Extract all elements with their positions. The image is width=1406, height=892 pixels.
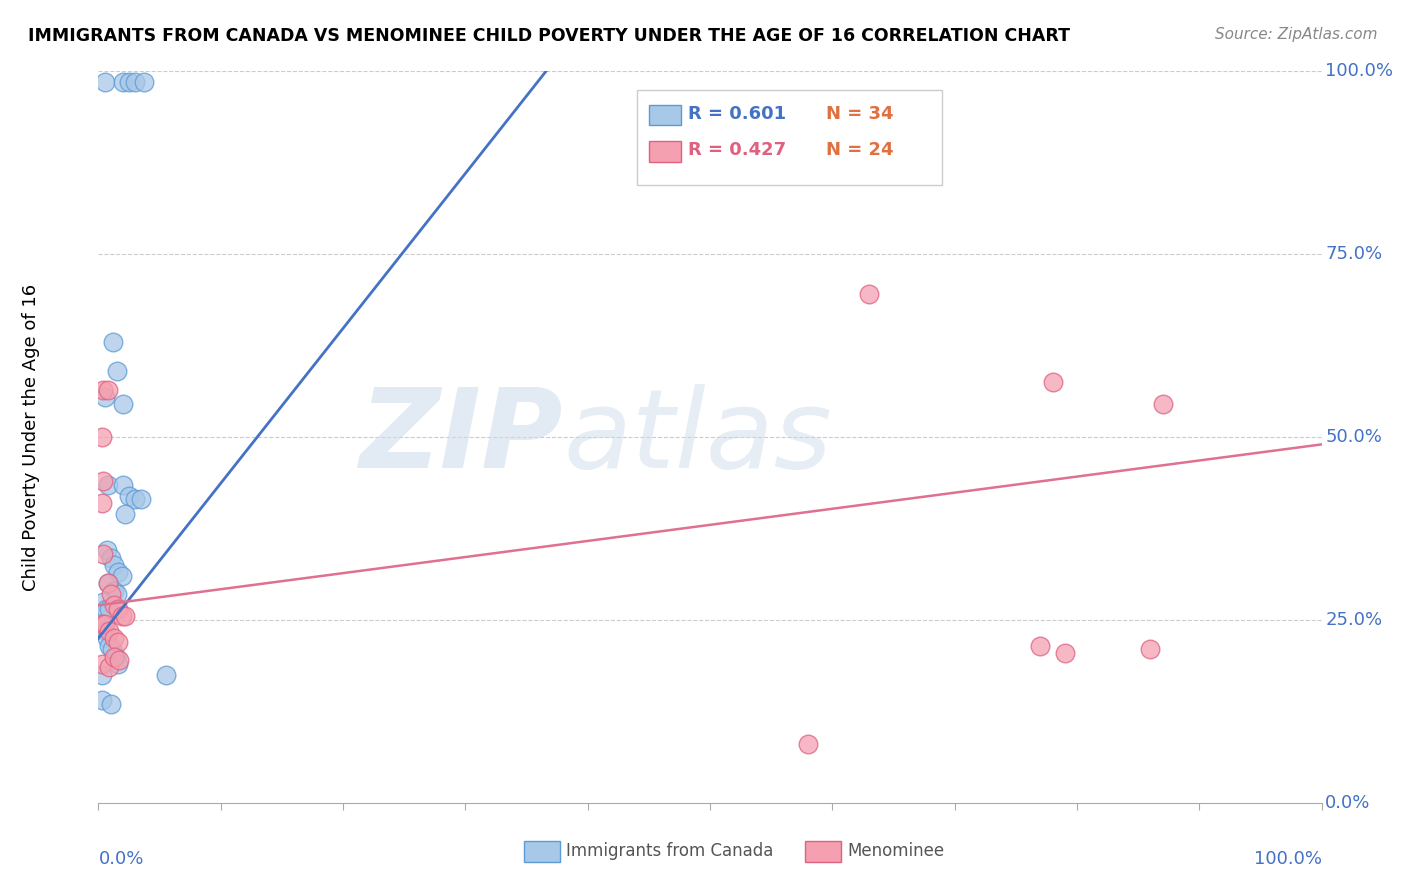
Point	[97, 383, 120, 397]
Text: 0.0%: 0.0%	[1326, 794, 1371, 812]
Text: 50.0%: 50.0%	[1326, 428, 1382, 446]
Text: ZIP: ZIP	[360, 384, 564, 491]
Point	[96, 543, 118, 558]
Point	[858, 287, 880, 301]
Point	[114, 507, 136, 521]
Text: 100.0%: 100.0%	[1254, 850, 1322, 868]
Text: Immigrants from Canada: Immigrants from Canada	[565, 842, 773, 860]
FancyBboxPatch shape	[648, 104, 681, 126]
Point	[91, 474, 114, 488]
Point	[96, 632, 118, 646]
Point	[91, 430, 114, 444]
Point	[91, 667, 114, 681]
Text: 75.0%: 75.0%	[1326, 245, 1382, 263]
Point	[107, 602, 129, 616]
Point	[97, 576, 120, 591]
Point	[100, 697, 122, 711]
Point	[103, 558, 125, 573]
Point	[129, 492, 152, 507]
Point	[105, 587, 128, 601]
Point	[94, 602, 117, 616]
Text: N = 24: N = 24	[827, 141, 894, 160]
Point	[101, 334, 124, 349]
FancyBboxPatch shape	[524, 841, 560, 862]
Point	[91, 594, 114, 608]
Point	[111, 397, 134, 411]
Point	[111, 569, 134, 583]
Point	[107, 566, 129, 580]
Text: atlas: atlas	[564, 384, 832, 491]
FancyBboxPatch shape	[637, 90, 942, 185]
Point	[93, 75, 115, 89]
Text: Source: ZipAtlas.com: Source: ZipAtlas.com	[1215, 27, 1378, 42]
Point	[103, 583, 125, 598]
Point	[91, 547, 114, 561]
Point	[93, 390, 115, 404]
Point	[104, 649, 127, 664]
Point	[107, 657, 129, 671]
FancyBboxPatch shape	[648, 141, 681, 162]
Point	[103, 632, 125, 646]
Text: IMMIGRANTS FROM CANADA VS MENOMINEE CHILD POVERTY UNDER THE AGE OF 16 CORRELATIO: IMMIGRANTS FROM CANADA VS MENOMINEE CHIL…	[28, 27, 1070, 45]
Point	[91, 616, 114, 631]
Point	[98, 602, 121, 616]
Point	[98, 624, 121, 638]
Point	[1042, 376, 1064, 390]
Point	[1029, 639, 1052, 653]
Point	[105, 364, 128, 378]
Point	[98, 660, 121, 674]
Text: 100.0%: 100.0%	[1326, 62, 1393, 80]
Text: Menominee: Menominee	[846, 842, 945, 860]
Point	[108, 653, 131, 667]
Point	[100, 550, 122, 565]
Point	[111, 75, 134, 89]
Point	[124, 75, 146, 89]
Point	[1152, 397, 1174, 411]
FancyBboxPatch shape	[806, 841, 841, 862]
Text: Child Poverty Under the Age of 16: Child Poverty Under the Age of 16	[22, 284, 41, 591]
Point	[91, 496, 114, 510]
Point	[155, 667, 177, 681]
Point	[103, 599, 125, 613]
Point	[100, 587, 122, 601]
Point	[91, 616, 114, 631]
Point	[103, 649, 125, 664]
Text: R = 0.601: R = 0.601	[688, 104, 786, 123]
Text: 25.0%: 25.0%	[1326, 611, 1382, 629]
Text: R = 0.427: R = 0.427	[688, 141, 786, 160]
Point	[124, 492, 146, 507]
Point	[118, 75, 141, 89]
Point	[114, 609, 136, 624]
Point	[118, 489, 141, 503]
Point	[91, 657, 114, 671]
Point	[91, 383, 114, 397]
Point	[797, 737, 820, 751]
Point	[91, 693, 114, 707]
Point	[93, 624, 115, 638]
Point	[93, 616, 115, 631]
Point	[132, 75, 155, 89]
Point	[97, 477, 120, 491]
Point	[97, 576, 120, 591]
Point	[98, 639, 121, 653]
Point	[111, 477, 134, 491]
Text: N = 34: N = 34	[827, 104, 894, 123]
Point	[107, 635, 129, 649]
Point	[111, 609, 134, 624]
Point	[1139, 642, 1161, 657]
Text: 0.0%: 0.0%	[98, 850, 143, 868]
Point	[1053, 646, 1076, 660]
Point	[101, 642, 124, 657]
